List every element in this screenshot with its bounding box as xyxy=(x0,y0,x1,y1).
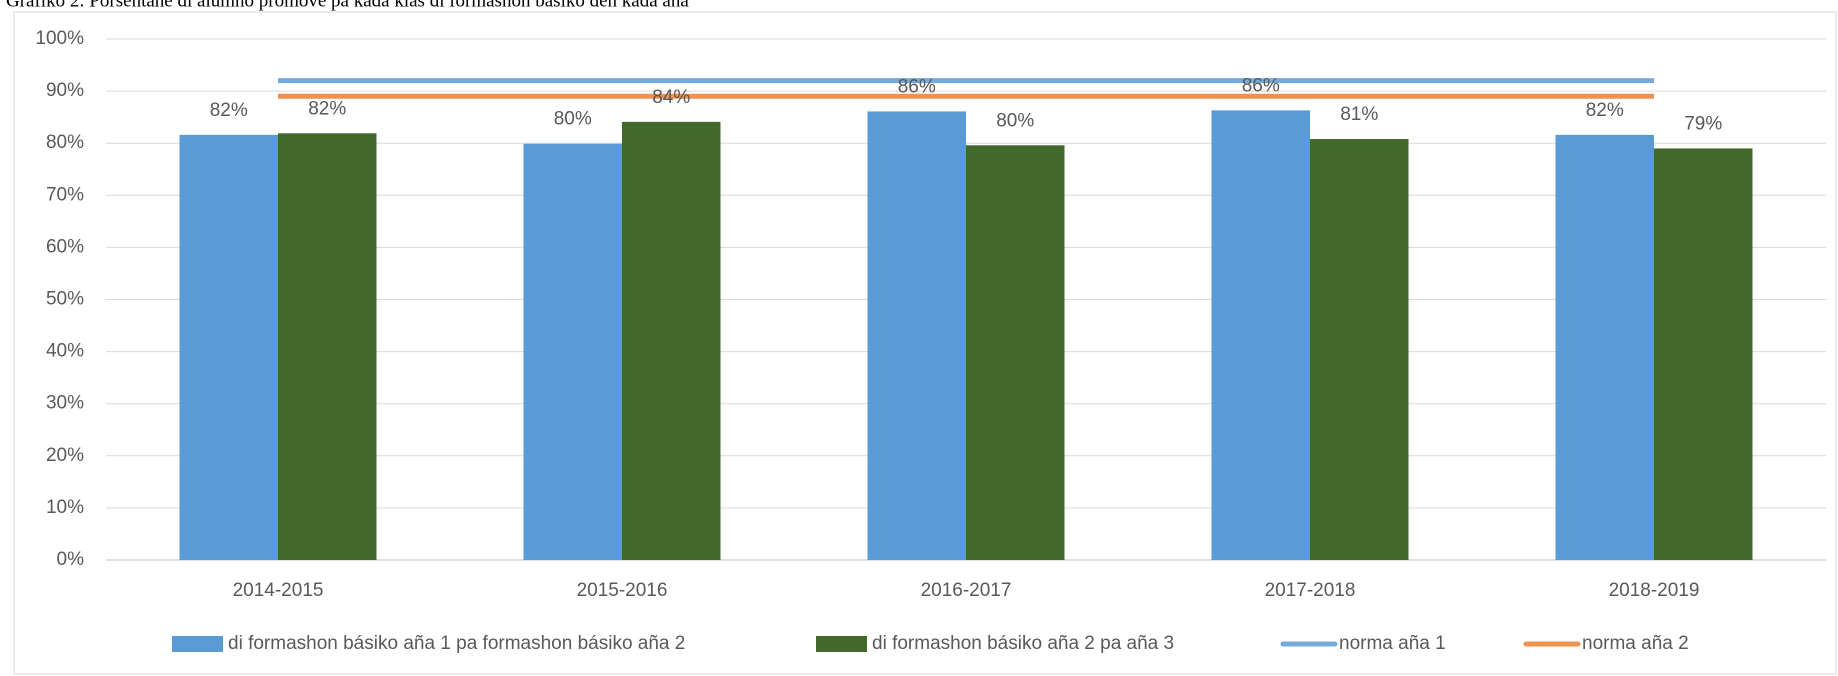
y-tick-label: 30% xyxy=(46,393,84,414)
x-tick-label: 2018-2019 xyxy=(1609,580,1700,601)
data-label: 80% xyxy=(996,110,1034,131)
legend-label: norma aña 2 xyxy=(1582,633,1689,654)
bar xyxy=(523,143,622,560)
bar xyxy=(622,121,721,561)
bar xyxy=(1654,148,1753,560)
y-tick-label: 40% xyxy=(46,341,84,362)
legend-label: norma aña 1 xyxy=(1339,633,1446,654)
data-label: 81% xyxy=(1340,104,1378,125)
bar xyxy=(1211,110,1310,560)
data-label: 86% xyxy=(898,76,936,97)
data-label: 80% xyxy=(554,109,592,130)
x-tick-label: 2015-2016 xyxy=(577,580,668,601)
data-label: 86% xyxy=(1242,75,1280,96)
data-label: 84% xyxy=(652,87,690,108)
y-tick-label: 100% xyxy=(35,28,84,49)
x-tick-label: 2014-2015 xyxy=(233,580,324,601)
y-tick-label: 80% xyxy=(46,132,84,153)
bar xyxy=(278,133,377,560)
y-tick-label: 10% xyxy=(46,497,84,518)
y-tick-label: 0% xyxy=(57,549,85,570)
y-tick-label: 60% xyxy=(46,236,84,257)
bar xyxy=(867,111,966,560)
bar xyxy=(179,134,278,560)
x-tick-label: 2016-2017 xyxy=(921,580,1012,601)
bar xyxy=(966,145,1065,560)
bar xyxy=(1555,134,1654,560)
chart-title: Grafiko 2: Porsentahe di alumno promové … xyxy=(6,0,689,11)
y-tick-label: 70% xyxy=(46,184,84,205)
bar xyxy=(1310,139,1409,561)
y-tick-label: 20% xyxy=(46,445,84,466)
legend-swatch xyxy=(816,636,867,652)
data-label: 82% xyxy=(308,98,346,119)
data-label: 82% xyxy=(1586,100,1624,121)
legend-label: di formashon básiko aña 1 pa formashon b… xyxy=(228,633,685,654)
data-label: 79% xyxy=(1684,113,1722,134)
y-tick-label: 90% xyxy=(46,80,84,101)
x-tick-label: 2017-2018 xyxy=(1265,580,1356,601)
legend-swatch xyxy=(172,636,223,652)
y-tick-label: 50% xyxy=(46,289,84,310)
legend-label: di formashon básiko aña 2 pa aña 3 xyxy=(872,633,1174,654)
data-label: 82% xyxy=(210,100,248,121)
